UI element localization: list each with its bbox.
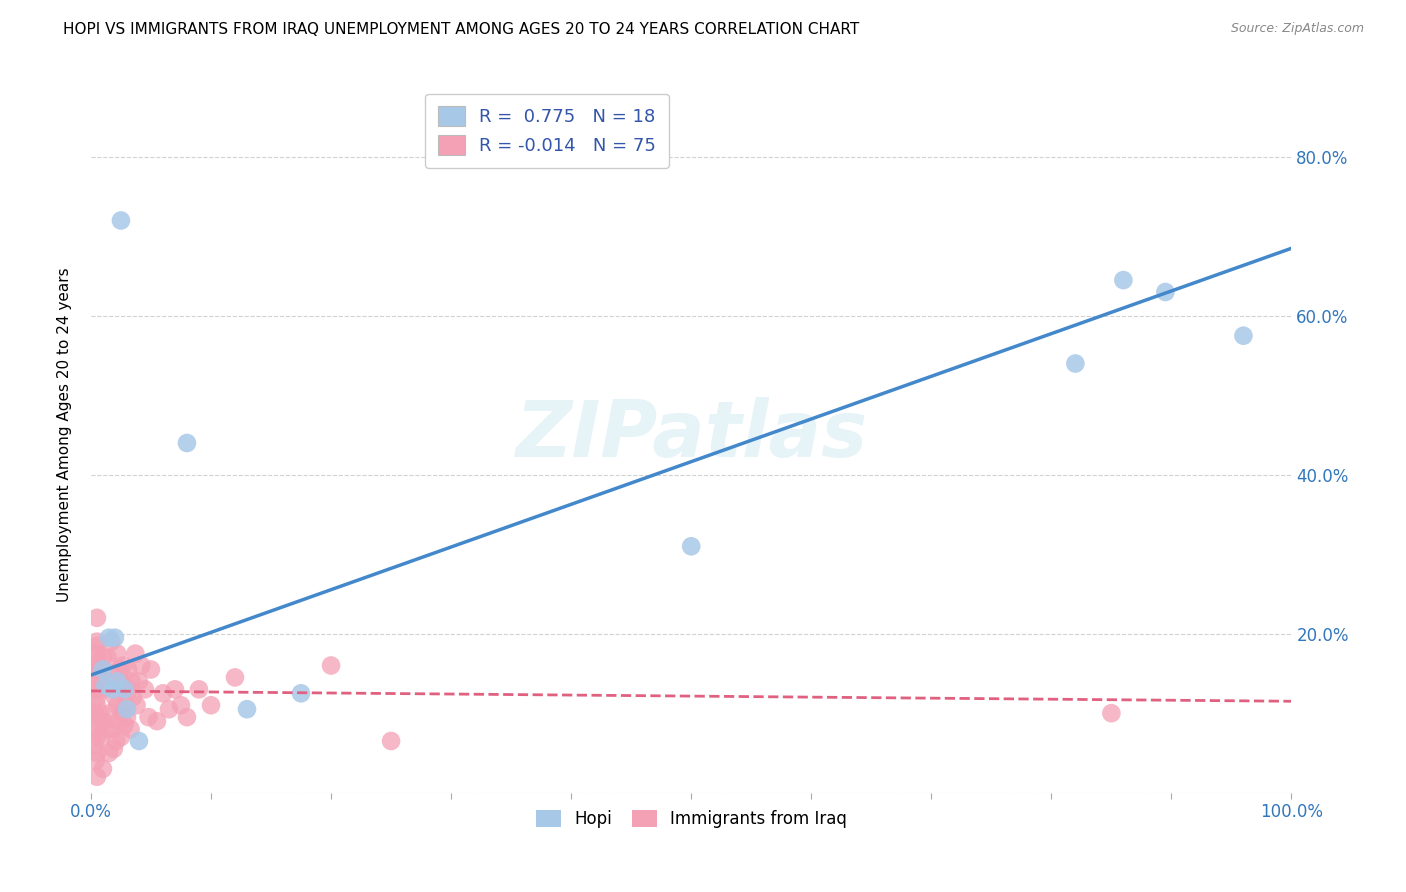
Point: [98, 706, 121, 721]
Point: [91, 762, 114, 776]
Point: [101, 722, 124, 736]
Point: [176, 436, 198, 450]
Point: [111, 706, 134, 721]
Point: [86, 746, 108, 760]
Point: [86, 670, 108, 684]
Point: [117, 663, 139, 677]
Point: [224, 670, 246, 684]
Point: [101, 682, 124, 697]
Point: [380, 734, 402, 748]
Point: [114, 698, 136, 713]
Point: [115, 710, 138, 724]
Point: [94, 674, 117, 689]
Point: [94, 678, 117, 692]
Text: Source: ZipAtlas.com: Source: ZipAtlas.com: [1230, 22, 1364, 36]
Point: [90, 730, 112, 744]
Point: [121, 674, 143, 689]
Point: [101, 666, 124, 681]
Point: [97, 631, 120, 645]
Point: [103, 742, 125, 756]
Point: [91, 650, 114, 665]
Point: [134, 682, 156, 697]
Point: [110, 730, 132, 744]
Point: [200, 698, 222, 713]
Point: [1112, 273, 1135, 287]
Point: [319, 658, 342, 673]
Point: [97, 650, 120, 665]
Point: [86, 698, 108, 713]
Point: [128, 674, 150, 689]
Point: [83, 738, 105, 752]
Point: [1232, 328, 1254, 343]
Point: [163, 682, 186, 697]
Point: [104, 690, 127, 705]
Point: [114, 718, 136, 732]
Point: [86, 770, 108, 784]
Point: [115, 702, 138, 716]
Legend: Hopi, Immigrants from Iraq: Hopi, Immigrants from Iraq: [529, 803, 853, 834]
Point: [681, 539, 703, 553]
Point: [86, 647, 108, 661]
Point: [236, 702, 259, 716]
Point: [125, 698, 148, 713]
Point: [97, 674, 120, 689]
Point: [122, 690, 145, 705]
Point: [100, 634, 122, 648]
Point: [96, 722, 118, 736]
Point: [90, 706, 112, 721]
Text: ZIPatlas: ZIPatlas: [515, 397, 868, 473]
Point: [107, 714, 129, 728]
Text: HOPI VS IMMIGRANTS FROM IRAQ UNEMPLOYMENT AMONG AGES 20 TO 24 YEARS CORRELATION : HOPI VS IMMIGRANTS FROM IRAQ UNEMPLOYMEN…: [63, 22, 859, 37]
Point: [105, 674, 128, 689]
Point: [86, 658, 108, 673]
Point: [86, 714, 108, 728]
Point: [86, 682, 108, 697]
Point: [105, 698, 128, 713]
Point: [86, 634, 108, 648]
Point: [124, 647, 146, 661]
Point: [176, 710, 198, 724]
Point: [110, 213, 132, 227]
Point: [128, 734, 150, 748]
Point: [104, 631, 127, 645]
Point: [1154, 285, 1177, 299]
Point: [139, 663, 162, 677]
Point: [86, 655, 108, 669]
Point: [86, 639, 108, 653]
Point: [110, 674, 132, 689]
Point: [91, 663, 114, 677]
Point: [120, 722, 142, 736]
Point: [131, 658, 153, 673]
Point: [146, 714, 169, 728]
Point: [86, 722, 108, 736]
Point: [84, 682, 107, 697]
Point: [91, 682, 114, 697]
Point: [118, 682, 141, 697]
Point: [290, 686, 312, 700]
Point: [170, 698, 193, 713]
Point: [1099, 706, 1122, 721]
Y-axis label: Unemployment Among Ages 20 to 24 years: Unemployment Among Ages 20 to 24 years: [58, 268, 72, 602]
Point: [1064, 357, 1087, 371]
Point: [105, 647, 128, 661]
Point: [114, 678, 136, 692]
Point: [108, 663, 131, 677]
Point: [86, 690, 108, 705]
Point: [112, 658, 135, 673]
Point: [188, 682, 211, 697]
Point: [86, 730, 108, 744]
Point: [89, 674, 111, 689]
Point: [91, 714, 114, 728]
Point: [114, 682, 136, 697]
Point: [83, 706, 105, 721]
Point: [86, 663, 108, 677]
Point: [138, 710, 160, 724]
Point: [84, 754, 107, 768]
Point: [157, 702, 180, 716]
Point: [105, 734, 128, 748]
Point: [152, 686, 174, 700]
Point: [86, 611, 108, 625]
Point: [97, 746, 120, 760]
